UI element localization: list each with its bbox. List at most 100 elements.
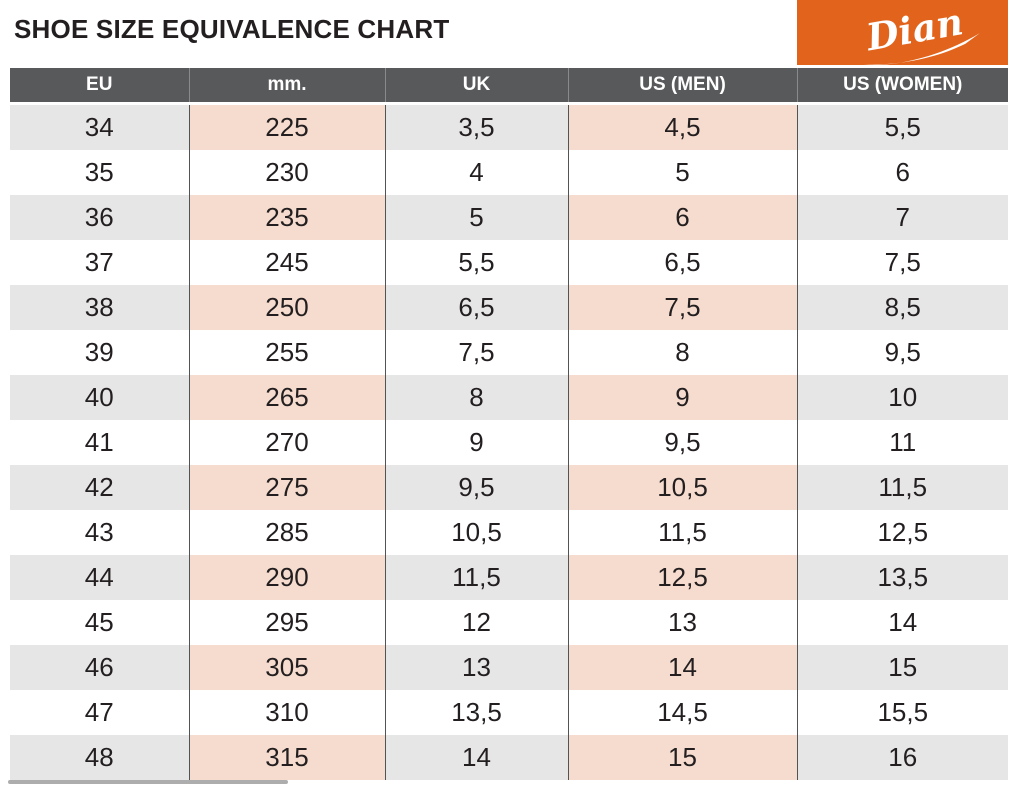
column-header-mm: mm. [189, 68, 386, 105]
cell-eu: 43 [10, 510, 190, 555]
cell-us-women: 6 [797, 150, 1008, 195]
cell-us-women: 11,5 [797, 465, 1008, 510]
cell-mm: 235 [189, 195, 386, 240]
cell-us-men: 4,5 [568, 103, 798, 150]
cell-us-women: 7 [797, 195, 1008, 240]
cell-us-men: 5 [568, 150, 798, 195]
table-bottom-shadow [8, 780, 288, 784]
table-row: 44 290 11,5 12,5 13,5 [10, 555, 1008, 600]
column-header-us-men: US (MEN) [568, 68, 798, 105]
cell-us-women: 15,5 [797, 690, 1008, 735]
table-row: 42 275 9,5 10,5 11,5 [10, 465, 1008, 510]
cell-us-men: 9,5 [568, 420, 798, 465]
cell-us-men: 7,5 [568, 285, 798, 330]
cell-mm: 285 [189, 510, 386, 555]
cell-us-men: 14,5 [568, 690, 798, 735]
cell-mm: 255 [189, 330, 386, 375]
shoe-size-table: EU mm. UK US (MEN) US (WOMEN) 34 225 3,5 4,… [10, 68, 1008, 780]
page-title: SHOE SIZE EQUIVALENCE CHART [14, 14, 450, 44]
cell-us-women: 5,5 [797, 103, 1008, 150]
table-row: 37 245 5,5 6,5 7,5 [10, 240, 1008, 285]
cell-uk: 6,5 [385, 285, 569, 330]
table-row: 43 285 10,5 11,5 12,5 [10, 510, 1008, 555]
cell-us-men: 14 [568, 645, 798, 690]
cell-mm: 245 [189, 240, 386, 285]
cell-uk: 3,5 [385, 103, 569, 150]
cell-uk: 8 [385, 375, 569, 420]
column-header-us-women: US (WOMEN) [797, 68, 1008, 105]
cell-eu: 46 [10, 645, 190, 690]
cell-uk: 7,5 [385, 330, 569, 375]
cell-eu: 48 [10, 735, 190, 780]
column-header-uk: UK [385, 68, 569, 105]
cell-mm: 290 [189, 555, 386, 600]
cell-eu: 44 [10, 555, 190, 600]
cell-eu: 47 [10, 690, 190, 735]
table-row: 34 225 3,5 4,5 5,5 [10, 103, 1008, 150]
cell-eu: 35 [10, 150, 190, 195]
cell-us-men: 6,5 [568, 240, 798, 285]
cell-us-men: 15 [568, 735, 798, 780]
table-row: 40 265 8 9 10 [10, 375, 1008, 420]
cell-uk: 9 [385, 420, 569, 465]
cell-us-women: 10 [797, 375, 1008, 420]
cell-uk: 11,5 [385, 555, 569, 600]
cell-eu: 41 [10, 420, 190, 465]
cell-mm: 275 [189, 465, 386, 510]
cell-uk: 4 [385, 150, 569, 195]
cell-us-men: 13 [568, 600, 798, 645]
column-header-eu: EU [10, 68, 190, 105]
cell-uk: 5,5 [385, 240, 569, 285]
cell-mm: 295 [189, 600, 386, 645]
cell-eu: 34 [10, 103, 190, 150]
table-row: 35 230 4 5 6 [10, 150, 1008, 195]
table-body: 34 225 3,5 4,5 5,5 35 230 4 5 6 36 235 5 6 7 37 245 5,5 6,… [10, 103, 1008, 780]
cell-us-men: 11,5 [568, 510, 798, 555]
table-row: 47 310 13,5 14,5 15,5 [10, 690, 1008, 735]
cell-mm: 270 [189, 420, 386, 465]
cell-us-women: 16 [797, 735, 1008, 780]
table-row: 36 235 5 6 7 [10, 195, 1008, 240]
cell-us-women: 9,5 [797, 330, 1008, 375]
cell-mm: 225 [189, 103, 386, 150]
cell-eu: 45 [10, 600, 190, 645]
cell-us-men: 10,5 [568, 465, 798, 510]
cell-us-women: 7,5 [797, 240, 1008, 285]
table-row: 45 295 12 13 14 [10, 600, 1008, 645]
cell-mm: 315 [189, 735, 386, 780]
cell-us-women: 15 [797, 645, 1008, 690]
table-row: 48 315 14 15 16 [10, 735, 1008, 780]
cell-us-women: 8,5 [797, 285, 1008, 330]
cell-us-men: 6 [568, 195, 798, 240]
cell-us-women: 12,5 [797, 510, 1008, 555]
cell-mm: 250 [189, 285, 386, 330]
table-row: 38 250 6,5 7,5 8,5 [10, 285, 1008, 330]
cell-eu: 38 [10, 285, 190, 330]
cell-us-women: 13,5 [797, 555, 1008, 600]
table-row: 46 305 13 14 15 [10, 645, 1008, 690]
cell-us-men: 9 [568, 375, 798, 420]
cell-eu: 42 [10, 465, 190, 510]
cell-us-men: 12,5 [568, 555, 798, 600]
table-row: 41 270 9 9,5 11 [10, 420, 1008, 465]
cell-mm: 305 [189, 645, 386, 690]
cell-eu: 39 [10, 330, 190, 375]
cell-eu: 37 [10, 240, 190, 285]
cell-mm: 310 [189, 690, 386, 735]
cell-us-women: 14 [797, 600, 1008, 645]
cell-eu: 40 [10, 375, 190, 420]
cell-us-women: 11 [797, 420, 1008, 465]
table-row: 39 255 7,5 8 9,5 [10, 330, 1008, 375]
brand-logo: Dian [797, 0, 1008, 65]
cell-mm: 230 [189, 150, 386, 195]
svg-text:Dian: Dian [862, 0, 966, 60]
cell-uk: 9,5 [385, 465, 569, 510]
cell-mm: 265 [189, 375, 386, 420]
cell-eu: 36 [10, 195, 190, 240]
table-header-row: EU mm. UK US (MEN) US (WOMEN) [10, 68, 1008, 105]
cell-us-men: 8 [568, 330, 798, 375]
cell-uk: 14 [385, 735, 569, 780]
cell-uk: 10,5 [385, 510, 569, 555]
brand-logo-icon: Dian [862, 0, 980, 65]
cell-uk: 13 [385, 645, 569, 690]
